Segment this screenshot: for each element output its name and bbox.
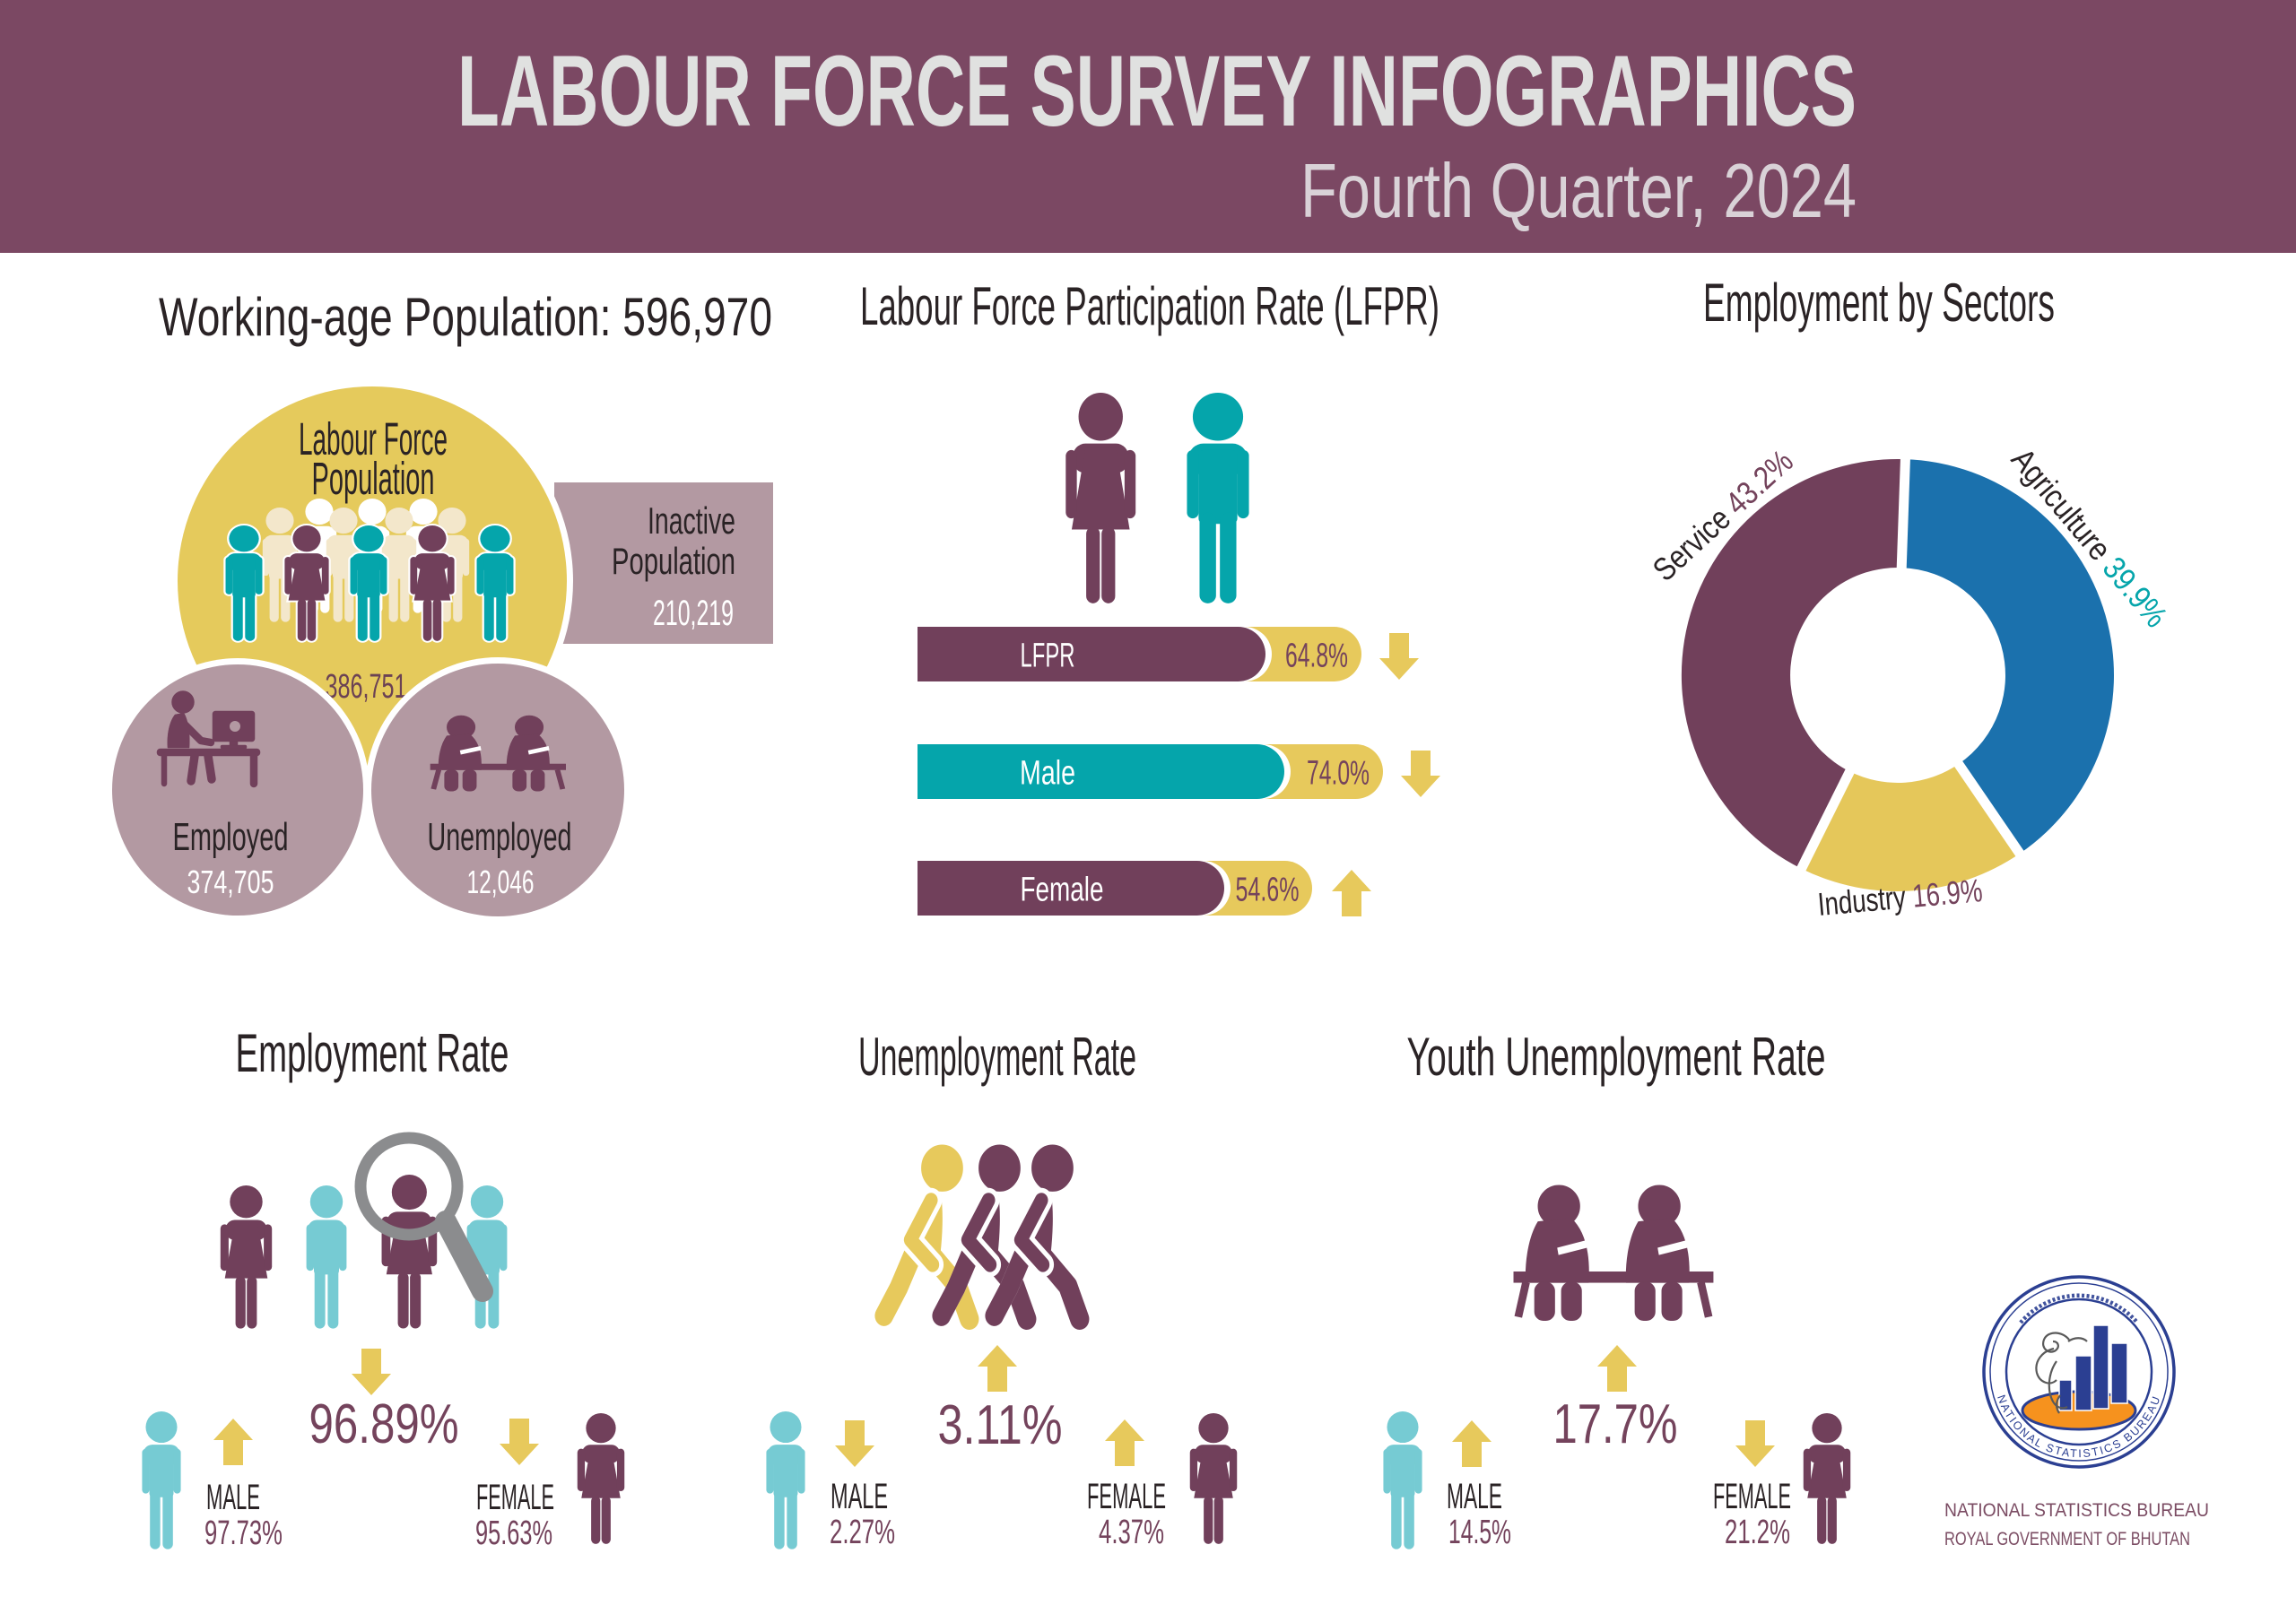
svg-text:LABOUR FORCE SURVEY INFOGRAPHI: LABOUR FORCE SURVEY INFOGRAPHICS xyxy=(457,35,1857,147)
svg-text:Employment by Sectors: Employment by Sectors xyxy=(1703,273,2055,333)
svg-text:3.11%: 3.11% xyxy=(938,1394,1063,1456)
svg-text:386,751: 386,751 xyxy=(326,668,407,706)
svg-text:4.37%: 4.37% xyxy=(1099,1514,1164,1551)
svg-text:Inactive: Inactive xyxy=(648,499,735,542)
svg-text:MALE: MALE xyxy=(831,1477,888,1516)
svg-text:374,705: 374,705 xyxy=(187,864,274,900)
svg-text:17.7%: 17.7% xyxy=(1553,1393,1678,1455)
svg-text:54.6%: 54.6% xyxy=(1236,872,1300,909)
svg-text:Population: Population xyxy=(612,540,735,582)
svg-text:FEMALE: FEMALE xyxy=(1087,1477,1166,1516)
svg-text:2.27%: 2.27% xyxy=(830,1514,895,1551)
svg-text:FEMALE: FEMALE xyxy=(476,1478,554,1517)
svg-text:LFPR: LFPR xyxy=(1021,638,1075,675)
svg-text:Unemployment Rate: Unemployment Rate xyxy=(858,1027,1136,1087)
svg-text:Labour Force: Labour Force xyxy=(299,413,448,464)
svg-text:Female: Female xyxy=(1021,872,1104,909)
svg-text:Unemployed: Unemployed xyxy=(428,815,572,859)
svg-text:NATIONAL STATISTICS BUREAU: NATIONAL STATISTICS BUREAU xyxy=(1944,1500,2209,1521)
svg-text:Employed: Employed xyxy=(173,815,289,859)
svg-text:FEMALE: FEMALE xyxy=(1713,1477,1791,1516)
svg-text:Youth Unemployment Rate: Youth Unemployment Rate xyxy=(1407,1027,1826,1087)
svg-text:Fourth Quarter, 2024: Fourth Quarter, 2024 xyxy=(1300,149,1857,234)
svg-text:12,046: 12,046 xyxy=(467,864,535,900)
svg-text:64.8%: 64.8% xyxy=(1285,638,1348,675)
svg-text:21.2%: 21.2% xyxy=(1725,1514,1790,1551)
svg-text:Male: Male xyxy=(1020,755,1075,793)
svg-text:ROYAL GOVERNMENT OF BHUTAN: ROYAL GOVERNMENT OF BHUTAN xyxy=(1944,1529,2190,1549)
svg-text:Population: Population xyxy=(312,453,435,504)
svg-text:MALE: MALE xyxy=(1447,1477,1502,1516)
svg-text:95.63%: 95.63% xyxy=(475,1515,552,1552)
svg-text:Employment Rate: Employment Rate xyxy=(236,1023,509,1083)
svg-text:96.89%: 96.89% xyxy=(309,1393,459,1455)
svg-text:210,219: 210,219 xyxy=(653,594,734,633)
svg-text:Working-age Population: 596,97: Working-age Population: 596,970 xyxy=(159,287,772,347)
svg-text:74.0%: 74.0% xyxy=(1307,755,1370,793)
svg-text:14.5%: 14.5% xyxy=(1448,1514,1511,1551)
svg-text:MALE: MALE xyxy=(206,1478,260,1517)
svg-text:Labour Force Participation Rat: Labour Force Participation Rate (LFPR) xyxy=(860,276,1439,336)
svg-text:97.73%: 97.73% xyxy=(204,1515,283,1552)
